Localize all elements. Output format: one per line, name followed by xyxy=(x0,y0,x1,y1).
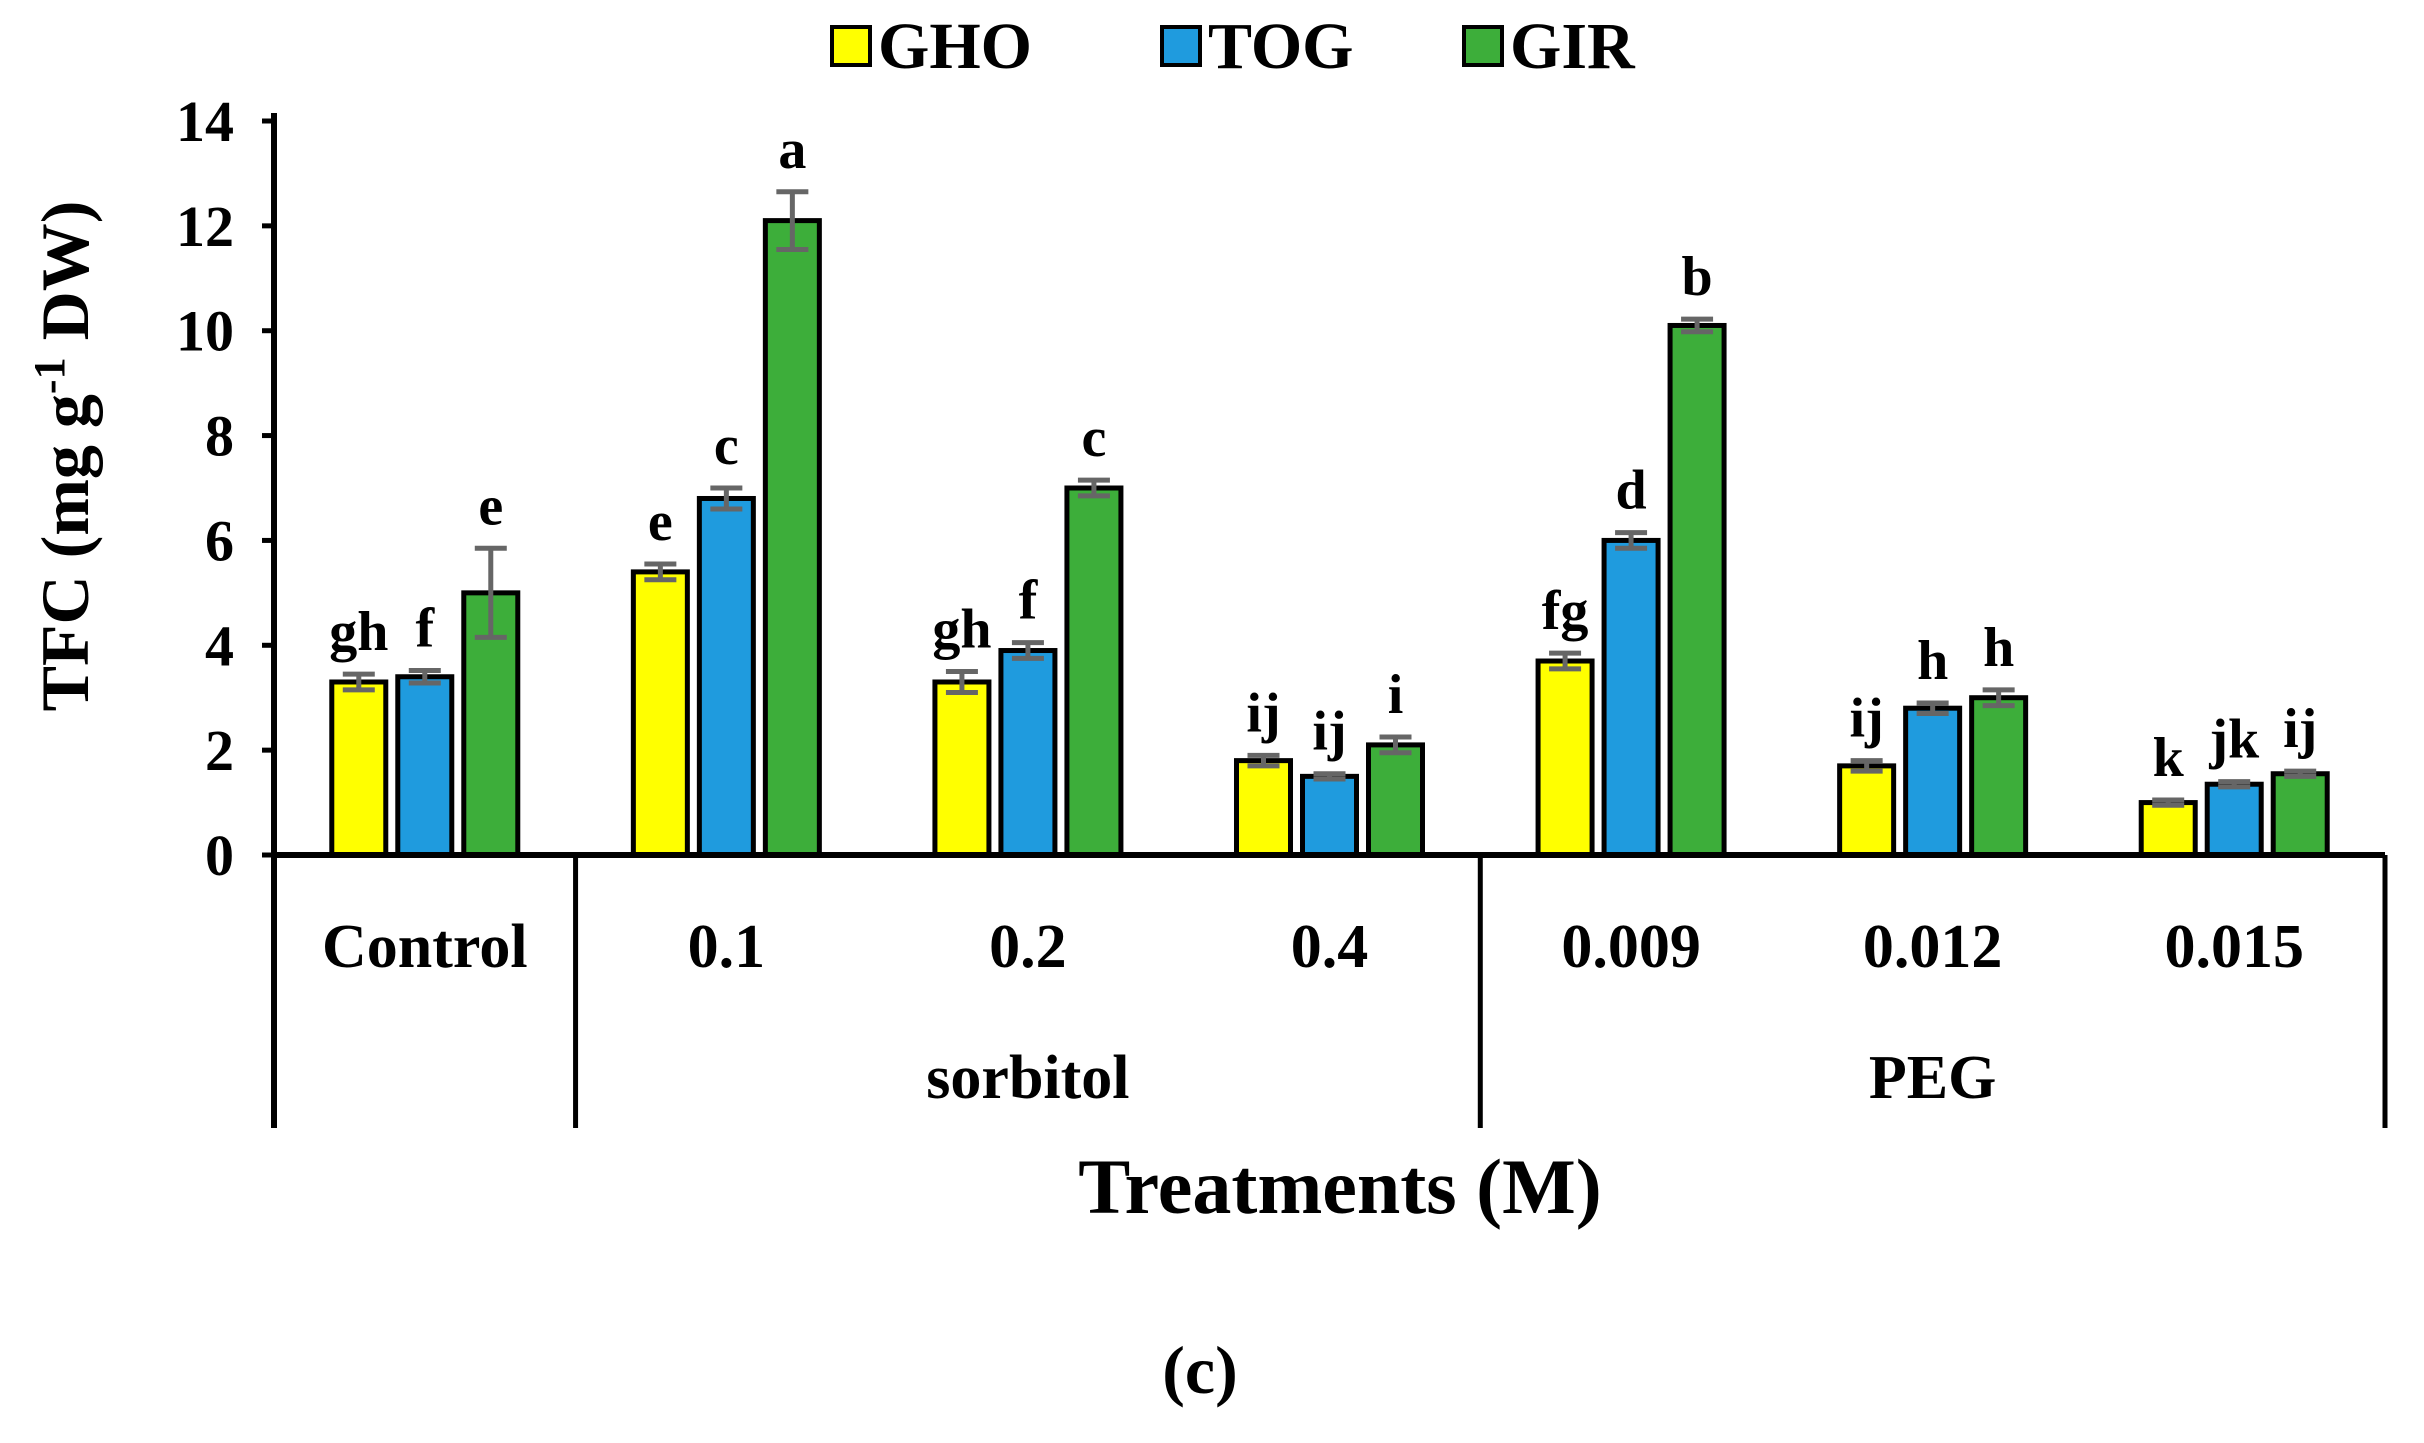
significance-letter-gir-3: i xyxy=(1388,664,1404,726)
bar-tog-6 xyxy=(2204,781,2264,858)
group-label-peg: PEG xyxy=(1869,1044,1996,1112)
legend-swatch-gho xyxy=(830,25,872,67)
y-tick-label: 4 xyxy=(205,613,234,678)
bar-gir-3 xyxy=(1366,742,1425,858)
significance-letter-tog-5: h xyxy=(1917,630,1948,692)
y-axis-title: TFC (mg g-1 DW) xyxy=(25,201,103,712)
bar-gho-1 xyxy=(630,569,690,858)
significance-letter-gho-5: ij xyxy=(1850,688,1884,750)
significance-letter-gir-5: h xyxy=(1983,617,2014,679)
bar-gho-0 xyxy=(329,679,389,858)
significance-letter-tog-6: jk xyxy=(2208,709,2260,771)
x-tick-label: 0.015 xyxy=(2164,913,2304,981)
legend-swatch-tog xyxy=(1160,25,1202,67)
significance-letter-gir-6: ij xyxy=(2283,698,2317,760)
y-tick-label: 8 xyxy=(205,404,234,469)
y-axis-ticks: 0 2 4 6 8 10 12 14 xyxy=(176,89,274,888)
x-tick-label: 0.4 xyxy=(1291,913,1369,981)
x-axis-title: Treatments (M) xyxy=(1078,1143,1601,1230)
bar-gir-4 xyxy=(1667,322,1727,858)
significance-letter-tog-2: f xyxy=(1019,570,1039,632)
y-tick-label: 12 xyxy=(176,194,234,259)
bar-gir-2 xyxy=(1064,485,1124,858)
significance-letter-gho-0: gh xyxy=(329,601,388,663)
axes xyxy=(271,113,2388,1128)
significance-letter-gho-6: k xyxy=(2153,727,2185,789)
significance-letter-gir-1: a xyxy=(778,119,806,181)
legend-label-tog: TOG xyxy=(1208,10,1354,83)
x-axis-labels: Control 0.1 0.2 0.4 0.009 0.012 0.015 xyxy=(322,913,2304,981)
bar-gir-6 xyxy=(2270,771,2330,858)
significance-letter-tog-3: ij xyxy=(1312,701,1346,763)
bar-gho-3 xyxy=(1234,758,1293,858)
significance-letter-gir-4: b xyxy=(1681,246,1712,308)
y-tick-label: 10 xyxy=(176,299,234,364)
y-tick-label: 6 xyxy=(205,508,234,573)
legend-swatch-gir xyxy=(1462,25,1504,67)
figure-caption: (c) xyxy=(1162,1332,1237,1408)
bars xyxy=(329,218,2330,858)
significance-letter-gho-1: e xyxy=(648,491,673,553)
bar-tog-5 xyxy=(1903,705,1963,858)
bar-gir-1 xyxy=(762,218,822,858)
group-labels: sorbitol PEG xyxy=(926,1044,1996,1112)
y-tick-label: 14 xyxy=(176,89,234,154)
error-bars xyxy=(342,189,2317,808)
x-tick-label: 0.1 xyxy=(688,913,766,981)
bar-gho-2 xyxy=(932,679,992,858)
significance-letter-tog-4: d xyxy=(1615,460,1646,522)
legend-label-gir: GIR xyxy=(1510,10,1636,83)
y-tick-label: 0 xyxy=(205,823,234,888)
significance-letter-gir-2: c xyxy=(1081,407,1106,469)
x-tick-label: 0.2 xyxy=(989,913,1067,981)
significance-letter-gho-4: fg xyxy=(1542,580,1589,642)
significance-letter-tog-1: c xyxy=(714,415,739,477)
significance-letter-gir-0: e xyxy=(478,475,503,537)
x-tick-label: 0.009 xyxy=(1561,913,1701,981)
bar-tog-4 xyxy=(1601,537,1661,858)
significance-letter-gho-2: gh xyxy=(932,599,991,661)
y-tick-label: 2 xyxy=(205,718,234,783)
significance-letter-tog-0: f xyxy=(415,597,435,659)
bar-tog-3 xyxy=(1300,773,1359,858)
bar-gho-4 xyxy=(1535,658,1595,858)
bar-tog-1 xyxy=(696,495,756,858)
group-label-sorbitol: sorbitol xyxy=(926,1044,1129,1112)
significance-letter-gho-3: ij xyxy=(1246,682,1280,744)
x-tick-label: Control xyxy=(322,913,528,981)
bar-gir-5 xyxy=(1969,695,2029,858)
bar-tog-0 xyxy=(395,674,455,858)
legend: GHO TOG GIR xyxy=(830,10,1636,83)
x-tick-label: 0.012 xyxy=(1863,913,2003,981)
bar-gho-6 xyxy=(2138,800,2198,858)
bar-gho-5 xyxy=(1837,763,1897,858)
bar-tog-2 xyxy=(998,648,1058,858)
legend-label-gho: GHO xyxy=(878,10,1032,83)
